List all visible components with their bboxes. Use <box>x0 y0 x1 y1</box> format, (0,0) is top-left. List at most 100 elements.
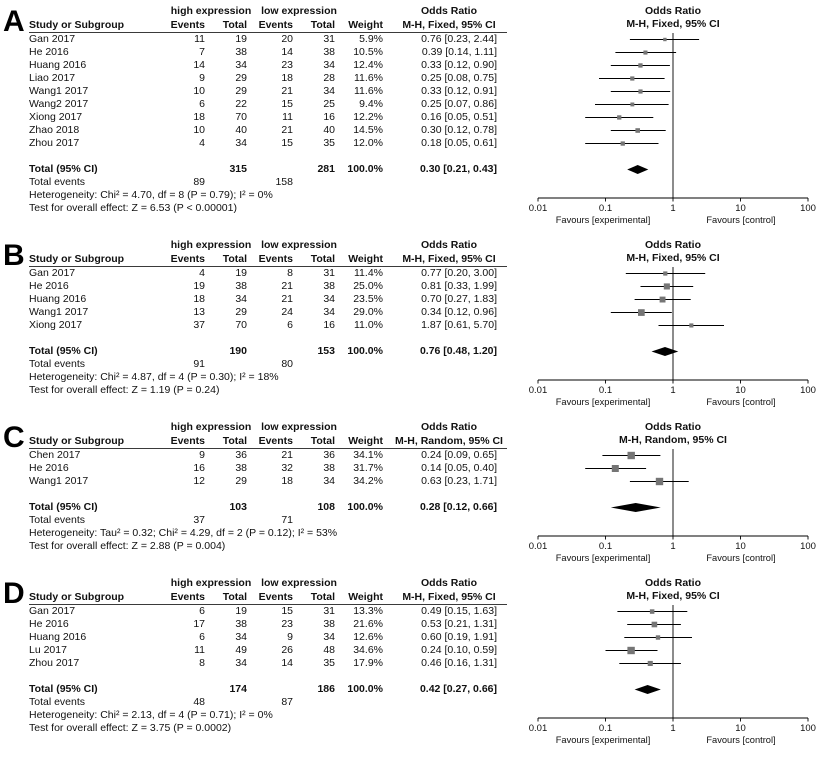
forest-panel: A high expression low expression Odds Ra… <box>2 5 823 228</box>
panel-content: high expression low expression Odds Rati… <box>29 421 823 566</box>
odds-ratio-column-header: Odds Ratio <box>420 577 477 589</box>
column-header: Events <box>258 435 293 447</box>
column-header: Total <box>310 591 335 603</box>
total1-cell: 34 <box>235 657 247 669</box>
plot-method-header: M-H, Random, 95% CI <box>619 434 727 446</box>
total1-cell: 38 <box>235 462 247 474</box>
total-n1: 174 <box>229 683 247 695</box>
total-weight: 100.0% <box>347 683 383 695</box>
odds-ratio-column-header: Odds Ratio <box>420 239 477 251</box>
column-header: Total <box>222 591 247 603</box>
total-ci: 0.30 [0.21, 0.43] <box>419 163 497 175</box>
column-header: Weight <box>348 591 383 603</box>
study-name: Huang 2016 <box>29 631 87 643</box>
total2-cell: 31 <box>323 267 335 279</box>
events2-cell: 32 <box>281 462 293 474</box>
events2-cell: 18 <box>281 475 293 487</box>
column-header: Study or Subgroup <box>29 253 125 265</box>
column-header: Weight <box>348 253 383 265</box>
heterogeneity-text: Heterogeneity: Chi² = 4.87, df = 4 (P = … <box>29 371 279 383</box>
svg-text:Favours [control]: Favours [control] <box>706 397 775 407</box>
plot-header: Odds Ratio M-H, Random, 95% CI <box>523 421 823 447</box>
study-name: Zhou 2017 <box>29 657 80 669</box>
total-events-1: 48 <box>193 696 205 708</box>
svg-text:10: 10 <box>735 203 746 214</box>
events1-cell: 12 <box>193 475 205 487</box>
column-header: Total <box>310 253 335 265</box>
or-ci-cell: 0.25 [0.08, 0.75] <box>421 72 497 84</box>
study-name: Huang 2016 <box>29 293 87 305</box>
plot-header: Odds Ratio M-H, Fixed, 95% CI <box>523 5 823 31</box>
total-events-2: 87 <box>281 696 293 708</box>
forest-panel: C high expression low expression Odds Ra… <box>2 421 823 566</box>
forest-plot-canvas: 0.01 0.1 1 10 100 Favours [experimental] Favou… <box>529 267 816 407</box>
column-header-row: Study or Subgroup Events Total Events Total W… <box>29 18 507 33</box>
weight-cell: 11.4% <box>354 267 383 279</box>
total2-cell: 28 <box>323 72 335 84</box>
weight-cell: 12.6% <box>353 631 383 643</box>
column-header: Events <box>170 435 205 447</box>
svg-text:Favours [control]: Favours [control] <box>706 553 775 563</box>
study-name: Liao 2017 <box>29 72 76 84</box>
events2-cell: 24 <box>281 306 293 318</box>
total-events-row: Total events 37 71 <box>29 514 823 527</box>
column-header: Weight <box>348 435 383 447</box>
total-label: Total (95% CI) <box>29 501 98 513</box>
study-name: Lu 2017 <box>29 644 67 656</box>
total-events-2: 158 <box>275 176 293 188</box>
weight-cell: 21.6% <box>353 618 383 630</box>
weight-cell: 13.3% <box>353 605 383 617</box>
study-row: Gan 2017 4 19 8 31 11.4% 0.77 [0.20, 3.0… <box>29 267 823 280</box>
total-label: Total (95% CI) <box>29 345 98 357</box>
forest-plot-canvas: 0.01 0.1 1 10 100 Favours [experimental] Favou… <box>529 33 816 225</box>
svg-text:1: 1 <box>670 723 675 734</box>
study-name: Zhou 2017 <box>29 137 80 149</box>
total-events-1: 89 <box>193 176 205 188</box>
total2-cell: 34 <box>323 85 335 97</box>
forest-plot-figure: A high expression low expression Odds Ra… <box>2 5 823 748</box>
events1-cell: 16 <box>193 462 205 474</box>
or-ci-cell: 0.60 [0.19, 1.91] <box>421 631 497 643</box>
method-column-header: M-H, Fixed, 95% CI <box>402 591 496 603</box>
total2-cell: 40 <box>323 124 335 136</box>
svg-text:100: 100 <box>800 385 816 396</box>
column-header: Weight <box>348 19 383 31</box>
plot-odds-ratio-header: Odds Ratio <box>644 239 701 251</box>
or-ci-cell: 0.16 [0.05, 0.51] <box>421 111 497 123</box>
total-ci: 0.76 [0.48, 1.20] <box>419 345 497 357</box>
plot-header: Odds Ratio M-H, Fixed, 95% CI <box>523 577 823 603</box>
column-header: Events <box>170 253 205 265</box>
total-ci: 0.42 [0.27, 0.66] <box>419 683 497 695</box>
total2-cell: 25 <box>323 98 335 110</box>
svg-text:10: 10 <box>735 385 746 396</box>
study-row: Zhou 2017 4 34 15 35 12.0% 0.18 [0.05, 0… <box>29 137 823 150</box>
or-ci-cell: 0.14 [0.05, 0.40] <box>421 462 497 474</box>
total-ci: 0.28 [0.12, 0.66] <box>419 501 497 513</box>
column-header: Total <box>222 435 247 447</box>
study-row: Wang2 2017 6 22 15 25 9.4% 0.25 [0.07, 0… <box>29 98 823 111</box>
overall-effect-text: Test for overall effect: Z = 1.19 (P = 0… <box>29 384 220 396</box>
total-row: Total (95% CI) 103 108 100.0% 0.28 [0.12… <box>29 501 823 514</box>
total1-cell: 34 <box>235 631 247 643</box>
study-rows: Gan 2017 11 19 20 31 5.9% 0.76 [0.23, 2.… <box>29 33 823 163</box>
weight-cell: 14.5% <box>353 124 383 136</box>
weight-cell: 11.6% <box>354 85 383 97</box>
total-row: Total (95% CI) 174 186 100.0% 0.42 [0.27… <box>29 683 823 696</box>
study-row: Wang1 2017 10 29 21 34 11.6% 0.33 [0.12,… <box>29 85 823 98</box>
column-header: Events <box>170 19 205 31</box>
total1-cell: 29 <box>235 306 247 318</box>
or-ci-cell: 0.34 [0.12, 0.96] <box>421 306 497 318</box>
study-name: Wang1 2017 <box>29 85 89 97</box>
events1-cell: 18 <box>193 111 205 123</box>
events2-cell: 21 <box>281 280 293 292</box>
total1-cell: 34 <box>235 59 247 71</box>
total2-cell: 16 <box>323 111 335 123</box>
events2-cell: 21 <box>281 293 293 305</box>
column-header: Total <box>222 19 247 31</box>
study-row: Zhou 2017 8 34 14 35 17.9% 0.46 [0.16, 1… <box>29 657 823 670</box>
forest-panel: B high expression low expression Odds Ra… <box>2 239 823 410</box>
total-n2: 281 <box>317 163 335 175</box>
weight-cell: 12.4% <box>353 59 383 71</box>
total2-cell: 36 <box>323 449 335 461</box>
heterogeneity-text: Heterogeneity: Chi² = 4.70, df = 8 (P = … <box>29 189 273 201</box>
